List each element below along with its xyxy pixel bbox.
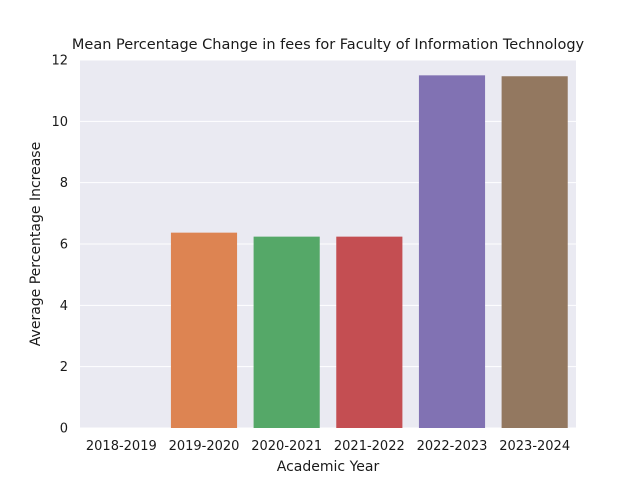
y-tick-label: 4 — [60, 299, 68, 314]
y-tick-labels: 0 2 4 6 8 10 12 — [51, 54, 68, 437]
bar-2023-2024 — [501, 76, 568, 429]
x-tick-labels: 2018-2019 2019-2020 2020-2021 2021-2022 2022… — [86, 439, 570, 454]
y-tick-label: 0 — [60, 422, 68, 437]
x-tick-label: 2019-2020 — [169, 439, 240, 454]
y-tick-label: 6 — [60, 238, 68, 253]
y-tick-label: 10 — [51, 115, 68, 130]
x-tick-label: 2022-2023 — [417, 439, 488, 454]
bar-2020-2021 — [253, 236, 320, 428]
x-tick-label: 2020-2021 — [251, 439, 322, 454]
x-tick-label: 2023-2024 — [499, 439, 570, 454]
x-axis-label: Academic Year — [277, 459, 380, 475]
y-tick-label: 12 — [51, 54, 68, 69]
chart-title: Mean Percentage Change in fees for Facul… — [72, 37, 585, 53]
bar-2019-2020 — [170, 232, 238, 428]
x-tick-label: 2018-2019 — [86, 439, 157, 454]
bars — [170, 75, 568, 429]
y-tick-label: 8 — [60, 176, 68, 191]
bar-2021-2022 — [336, 236, 403, 428]
grid-lines — [80, 59, 576, 429]
bar-2022-2023 — [418, 75, 486, 428]
x-tick-label: 2021-2022 — [334, 439, 405, 454]
y-tick-label: 2 — [60, 360, 68, 375]
y-axis-label: Average Percentage Increase — [28, 142, 44, 346]
